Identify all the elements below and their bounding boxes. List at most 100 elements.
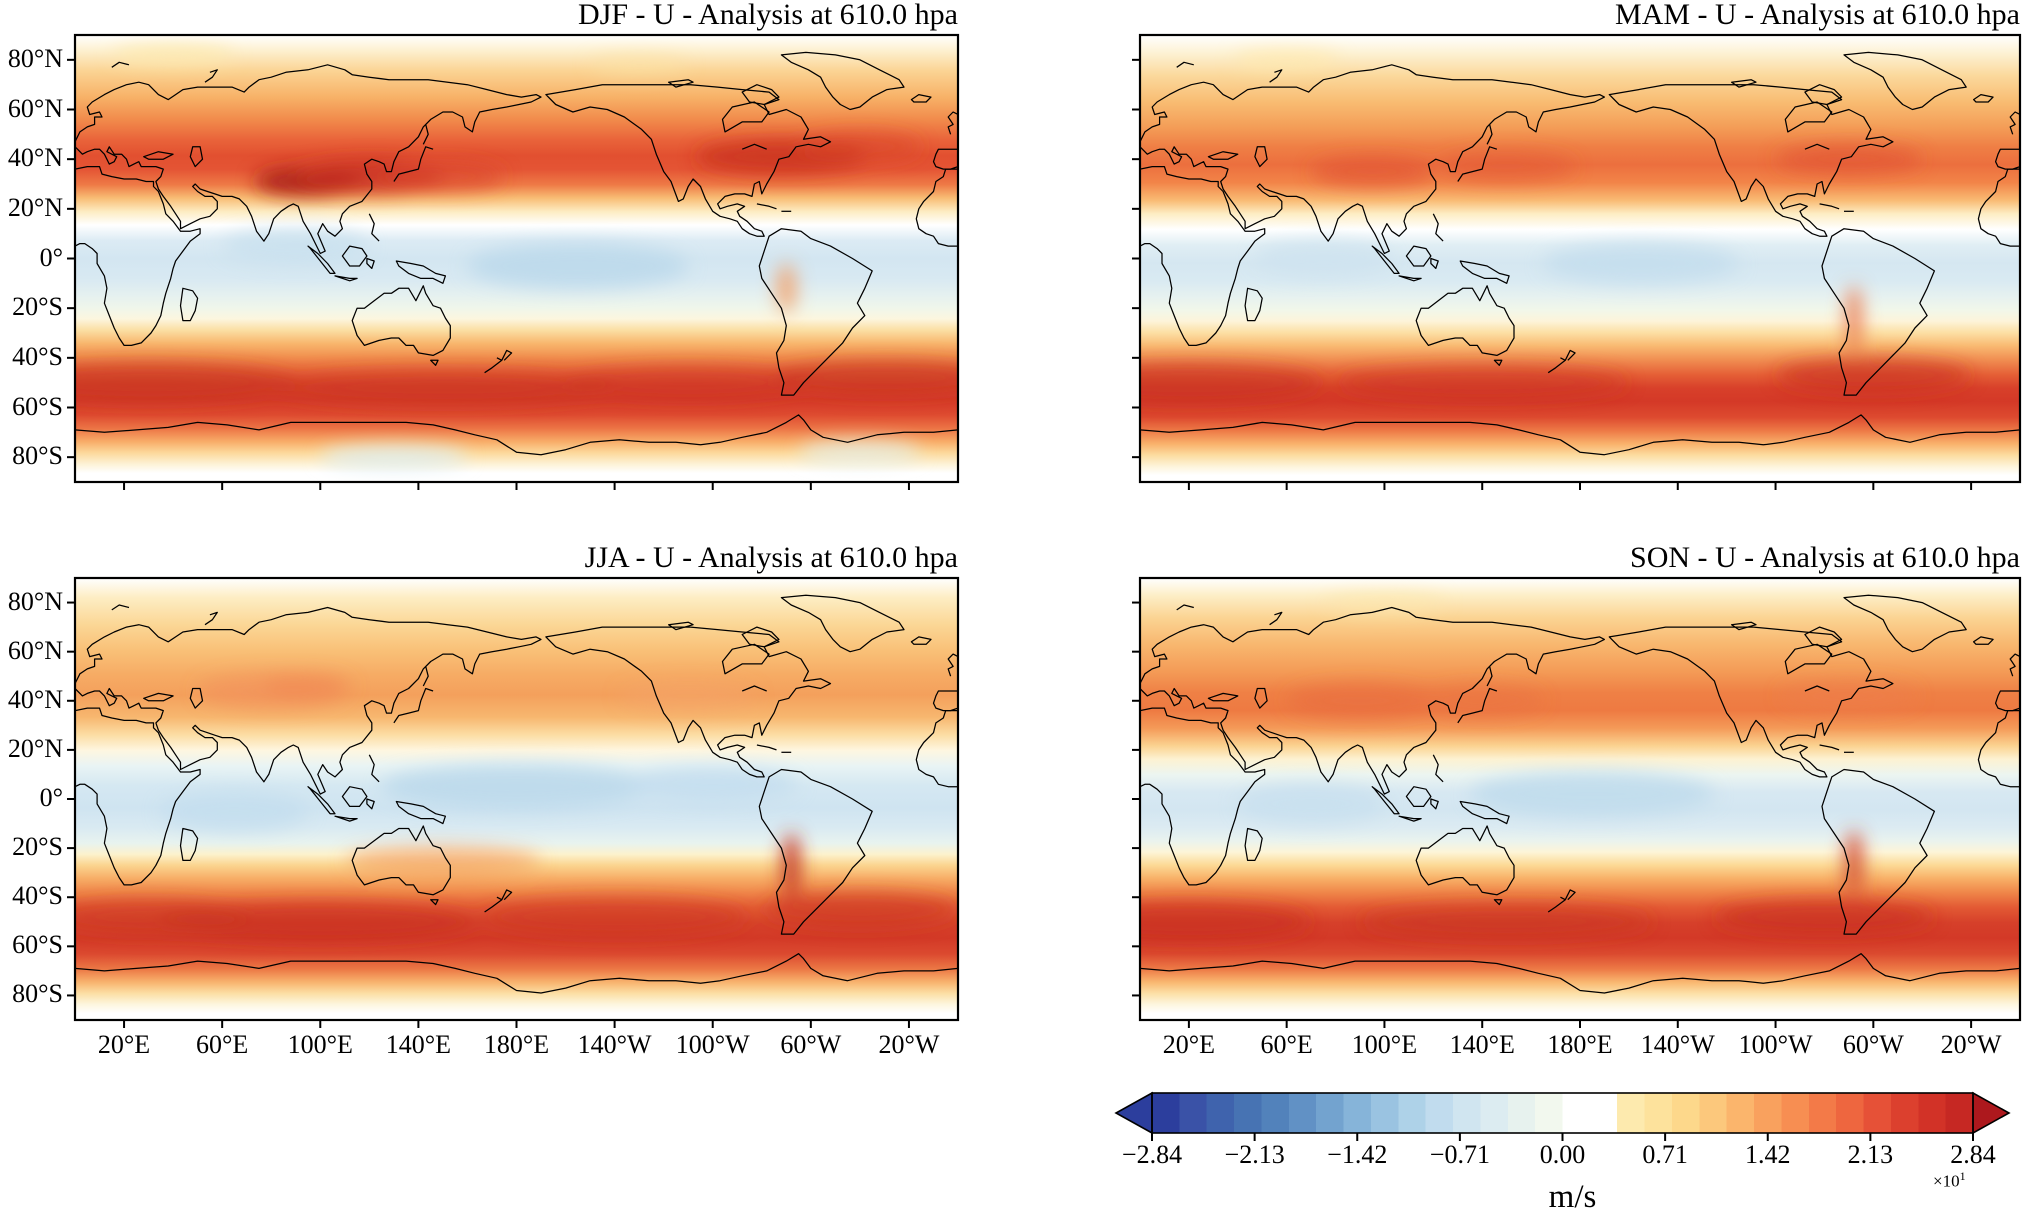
coastline (351, 285, 451, 357)
coastline (741, 626, 780, 648)
coastline (1244, 827, 1263, 862)
coastline (2009, 653, 2020, 677)
coastline (721, 643, 770, 675)
coastline (1254, 687, 1268, 709)
coastline (758, 768, 873, 935)
lat-tick-label: 80°S (12, 440, 63, 470)
lon-tick-label: 100°W (1738, 1030, 1813, 1059)
map-panel-jja (61, 575, 972, 1034)
coastline (351, 825, 451, 896)
coastline (1140, 707, 1266, 886)
coastline (910, 636, 932, 645)
coastline (1430, 257, 1439, 270)
coastline (1547, 357, 1566, 374)
coastline (395, 800, 447, 825)
lat-tick-label: 60°S (12, 930, 63, 960)
coastline (915, 709, 958, 788)
colorbar-tick-label: 0.00 (1539, 1140, 1586, 1169)
lat-tick-label: 80°S (12, 979, 63, 1009)
lon-tick-label: 60°W (1842, 1030, 1904, 1059)
lon-tick-label: 60°W (780, 1030, 842, 1059)
lat-tick-label: 20°N (7, 733, 63, 763)
lat-tick-label: 80°N (7, 586, 63, 616)
colorbar-tick-label: −2.13 (1224, 1140, 1285, 1169)
lon-tick-label: 140°E (385, 1030, 452, 1059)
coastline (1819, 744, 1840, 751)
coastline (189, 687, 204, 709)
colorbar-tick-label: −2.84 (1121, 1140, 1183, 1169)
lon-tick-label: 20°W (878, 1030, 940, 1059)
coastline (204, 611, 218, 626)
coastline (1977, 168, 2020, 247)
coastline (1244, 287, 1263, 322)
coastline (75, 606, 542, 795)
coastline (1405, 786, 1432, 808)
coastline (1730, 79, 1757, 88)
coastline (501, 349, 513, 361)
coastline (1730, 621, 1757, 631)
lon-tick-label: 20°E (97, 1030, 151, 1059)
coastline (1784, 101, 1833, 133)
lat-tick-label: 20°S (12, 831, 63, 861)
lon-tick-label: 60°E (196, 1030, 249, 1059)
lat-tick-label: 20°N (7, 192, 63, 222)
colorbar-tick-label: 2.13 (1847, 1140, 1894, 1169)
colorbar-tick-label: −0.71 (1429, 1140, 1490, 1169)
coastline (780, 51, 905, 111)
coastline (430, 899, 439, 906)
coastline (1254, 146, 1268, 168)
coastline (1140, 606, 1606, 795)
coastline (75, 953, 958, 994)
lat-tick-label: 80°N (7, 43, 63, 73)
coastline (393, 687, 434, 724)
coastline (1459, 800, 1510, 825)
panel-title-son: SON - U - Analysis at 610.0 hpa (1630, 541, 2020, 574)
lat-tick-label: 0° (39, 242, 63, 272)
coastline (1207, 692, 1239, 702)
lon-tick-label: 100°E (1351, 1030, 1418, 1059)
coastline (484, 896, 503, 913)
coastline (932, 690, 958, 712)
coastline (1784, 643, 1833, 675)
map-panel-mam (1126, 32, 2025, 496)
coastline (430, 359, 439, 366)
coastline (1843, 51, 1967, 111)
coastline (1371, 786, 1400, 815)
lat-tick-label: 0° (39, 782, 63, 812)
map-svg-jja (67, 576, 960, 1028)
coastline (1405, 245, 1432, 267)
map-svg-mam (1132, 33, 2022, 490)
coastline (1432, 213, 1444, 242)
coastline (1843, 594, 1967, 653)
colorbar-svg (1114, 1091, 2011, 1141)
coastline (334, 275, 358, 282)
coastline (75, 165, 201, 347)
coastline (111, 61, 130, 68)
coastline (368, 754, 380, 783)
lon-tick-label: 180°E (483, 1030, 550, 1059)
coastline (758, 228, 873, 396)
coastline (1430, 798, 1439, 810)
coastline (1804, 685, 1830, 692)
coastline (756, 203, 777, 210)
coastline (721, 101, 770, 133)
coastline (1819, 203, 1840, 210)
coastline (179, 827, 199, 862)
coastline (947, 111, 958, 135)
coastline (545, 626, 832, 778)
coastline (1608, 84, 1894, 237)
coastline (366, 257, 375, 270)
coastline (1486, 124, 1493, 145)
coastline (422, 666, 429, 687)
coastline (307, 786, 336, 815)
panel-title-mam: MAM - U - Analysis at 610.0 hpa (1615, 0, 2020, 31)
lon-tick-label: 140°W (1640, 1030, 1715, 1059)
lon-tick-label: 140°E (1449, 1030, 1515, 1059)
coastline (1821, 228, 1936, 396)
colorbar (1112, 1089, 2013, 1147)
coastline (1269, 611, 1283, 626)
lat-tick-label: 40°N (7, 142, 63, 172)
map-svg-son (1132, 576, 2022, 1028)
coastline (1140, 953, 2020, 994)
lon-tick-label: 100°W (675, 1030, 750, 1059)
